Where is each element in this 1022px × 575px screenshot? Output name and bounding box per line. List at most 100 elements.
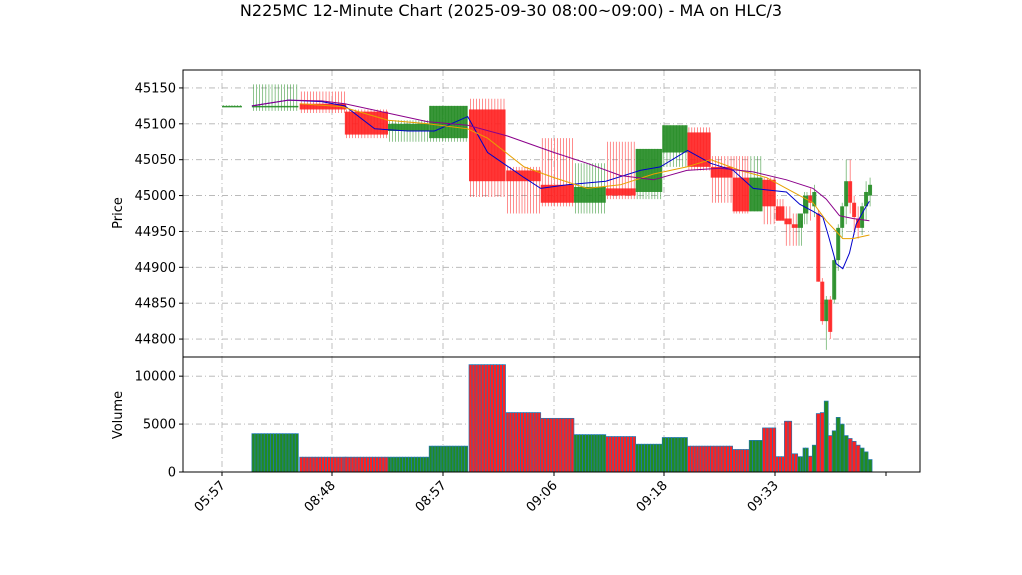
candle-10 — [605, 141, 636, 200]
volume-bar-14 — [710, 445, 733, 473]
price-gridlines — [183, 70, 920, 357]
candle-37 — [864, 181, 869, 221]
price-axes-frame — [182, 69, 921, 358]
candle-29 — [832, 256, 837, 304]
candle-26 — [820, 278, 825, 325]
volume-bar-28 — [827, 435, 833, 473]
candle-11 — [635, 148, 663, 200]
candle-25 — [816, 209, 821, 282]
candle-16 — [749, 156, 763, 212]
volume-axes-frame — [182, 356, 921, 473]
volume-bar-21 — [797, 456, 804, 473]
volume-bar-8 — [540, 417, 575, 473]
candle-33 — [848, 159, 853, 214]
volume-bar-3 — [344, 456, 389, 473]
price-tick-label-3: 44950 — [135, 225, 176, 240]
volume-bar-4 — [387, 456, 430, 473]
candle-9 — [573, 163, 606, 214]
volume-bar-1 — [251, 433, 299, 473]
volume-bars — [251, 364, 873, 473]
candle-8 — [540, 138, 574, 207]
candle-35 — [856, 206, 861, 239]
price-tick-label-5: 45050 — [135, 153, 176, 168]
candle-21 — [797, 213, 803, 246]
x-tick-label-2: 08:57 — [413, 478, 450, 515]
volume-bar-33 — [847, 438, 853, 473]
moving-average-lines — [251, 99, 870, 270]
volume-bar-23 — [807, 455, 813, 473]
candle-27 — [824, 296, 829, 350]
volume-bar-27 — [823, 400, 829, 473]
ma-fast-line — [251, 99, 870, 270]
candle-7 — [506, 166, 541, 214]
volume-bar-12 — [661, 437, 688, 473]
volume-tick-label-1: 5000 — [143, 418, 176, 433]
volume-bar-6 — [468, 364, 506, 473]
volume-panel: 0 5000 10000 Volume — [111, 356, 921, 481]
volume-bar-11 — [635, 443, 663, 473]
volume-bar-32 — [843, 435, 849, 473]
price-tick-label-6: 45100 — [135, 117, 176, 132]
candle-1 — [251, 84, 299, 111]
chart-title: N225MC 12-Minute Chart (2025-09-30 08:00… — [240, 1, 782, 20]
volume-bar-38 — [867, 459, 873, 473]
price-y-label: Price — [111, 197, 126, 229]
volume-bar-37 — [863, 451, 869, 473]
volume-bar-36 — [859, 447, 865, 473]
x-tick-label-5: 09:33 — [745, 478, 782, 515]
candle-0 — [222, 105, 242, 108]
volume-bar-18 — [775, 456, 785, 473]
x-tick-label-0: 05:57 — [192, 478, 229, 515]
price-panel: 44800 44850 44900 44950 45000 45050 45100 45150… — [111, 69, 921, 358]
candle-23 — [808, 188, 813, 221]
x-axis-ticks: 05:57 08:48 08:57 09:06 09:18 09:33 — [192, 472, 887, 515]
volume-bar-31 — [839, 423, 845, 473]
candle-2 — [299, 91, 347, 114]
volume-bar-5 — [428, 445, 469, 473]
volume-bar-24 — [811, 444, 817, 473]
volume-bar-16 — [748, 440, 763, 473]
candle-12 — [662, 125, 688, 167]
volume-bar-22 — [802, 447, 809, 473]
candle-17 — [762, 177, 776, 225]
candle-14 — [710, 156, 733, 203]
x-tick-label-3: 09:06 — [524, 478, 561, 515]
price-y-ticks: 44800 44850 44900 44950 45000 45050 45100 45150 — [135, 81, 183, 348]
price-candles — [222, 84, 873, 350]
volume-bar-34 — [851, 440, 857, 473]
volume-bar-7 — [505, 412, 542, 473]
candle-18 — [775, 199, 785, 221]
candle-31 — [840, 202, 845, 239]
volume-bar-10 — [605, 436, 637, 473]
volume-bar-17 — [762, 427, 777, 473]
volume-bar-2 — [299, 456, 347, 473]
price-tick-label-1: 44850 — [135, 297, 176, 312]
volume-bar-30 — [835, 417, 841, 473]
volume-bar-26 — [819, 412, 825, 473]
volume-tick-label-0: 0 — [168, 466, 176, 481]
price-tick-label-4: 45000 — [135, 189, 176, 204]
volume-bar-20 — [791, 453, 799, 473]
x-tick-label-1: 08:48 — [302, 478, 339, 515]
candle-13 — [687, 127, 711, 171]
x-tick-label-4: 09:18 — [634, 478, 671, 515]
candle-36 — [860, 202, 865, 236]
volume-bar-9 — [573, 434, 607, 473]
volume-bar-13 — [687, 445, 712, 473]
candle-34 — [852, 195, 857, 236]
volume-bar-29 — [831, 430, 837, 473]
volume-tick-label-2: 10000 — [135, 370, 176, 385]
volume-bar-25 — [815, 413, 821, 473]
candle-15 — [732, 156, 750, 214]
price-tick-label-7: 45150 — [135, 81, 176, 96]
candle-28 — [828, 296, 833, 340]
volume-bar-35 — [855, 444, 861, 473]
candle-6 — [469, 98, 506, 197]
candle-38 — [868, 177, 873, 207]
price-tick-label-0: 44800 — [135, 333, 176, 348]
volume-y-label: Volume — [111, 391, 126, 439]
volume-bar-15 — [732, 449, 750, 473]
candle-20 — [791, 213, 798, 246]
ma-mid-line — [299, 103, 870, 240]
